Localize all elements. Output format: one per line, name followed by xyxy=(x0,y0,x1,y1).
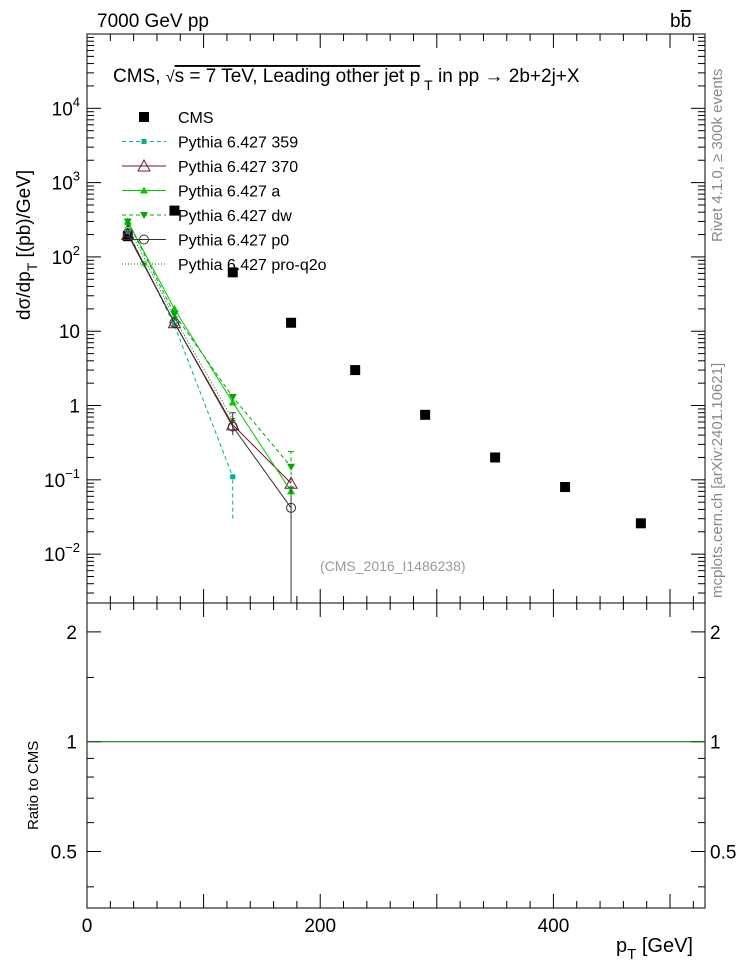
error-bars xyxy=(229,412,295,603)
ratio-y-axis-label: Ratio to CMS xyxy=(25,741,42,830)
x-tick-label: 200 xyxy=(304,916,336,937)
data-point xyxy=(286,317,297,328)
y-tick-label: 10−1 xyxy=(44,466,80,492)
data-point xyxy=(125,228,131,234)
data-point xyxy=(228,394,237,402)
ratio-plot-frame xyxy=(86,602,706,909)
y-tick-label: 104 xyxy=(52,94,80,120)
legend-marker xyxy=(141,139,147,144)
x-tick-label: 400 xyxy=(538,916,570,937)
ratio-tick-label-right: 2 xyxy=(710,623,721,644)
data-point: ✶ xyxy=(170,313,179,325)
y-tick-label: 10 xyxy=(59,322,80,343)
data-point xyxy=(227,267,238,278)
legend-marker xyxy=(139,112,149,122)
data-point xyxy=(420,409,431,420)
analysis-tag: (CMS_2016_I1486238) xyxy=(320,558,466,574)
series-line xyxy=(127,232,292,509)
y-tick-label: 103 xyxy=(52,169,80,195)
data-point xyxy=(350,365,361,376)
series-pythia-6-427-dw xyxy=(123,218,296,471)
legend-label: Pythia 6.427 pro-q2o xyxy=(178,257,327,274)
ratio-tick-label-left: 0.5 xyxy=(51,842,77,863)
series-line xyxy=(127,231,234,477)
data-point xyxy=(228,398,237,406)
y-tick-label: 102 xyxy=(52,243,80,269)
series-line xyxy=(127,221,292,468)
data-point xyxy=(170,311,179,319)
ratio-tick-label-right: 0.5 xyxy=(710,842,736,863)
ratio-tick-label-left: 2 xyxy=(66,623,77,644)
ratio-tick-label-left: 1 xyxy=(66,733,77,754)
data-point xyxy=(169,205,180,216)
x-axis-ticks: 0 200 400 xyxy=(82,34,694,937)
legend-label: Pythia 6.427 p0 xyxy=(178,233,289,250)
data-point xyxy=(490,452,501,463)
ratio-tick-label-right: 1 xyxy=(710,733,721,754)
y-axis-label: dσ/dpT [(pb)/GeV] xyxy=(14,170,40,320)
header-left: 7000 GeV pp xyxy=(97,11,209,32)
ratio-axis-ticks: 2 2 1 1 0.5 0.5 xyxy=(51,623,736,888)
legend: CMS Pythia 6.427 359 Pythia 6.427 370 Pythi… xyxy=(122,110,327,274)
data-point xyxy=(169,317,180,328)
legend-marker: ✶ xyxy=(139,259,148,271)
legend-marker xyxy=(140,186,148,194)
y-tick-label: 1 xyxy=(69,397,80,418)
data-point xyxy=(171,322,177,328)
data-series: ✶ ✶ ✶ xyxy=(87,205,705,743)
legend-marker xyxy=(139,234,149,245)
x-tick-label: 0 xyxy=(82,916,93,937)
mcplots-label: mcplots.cern.ch [arXiv:2401.10621] xyxy=(709,363,726,598)
header-right: bb xyxy=(670,11,691,32)
y-tick-label: 10−2 xyxy=(44,540,80,566)
legend-label: Pythia 6.427 359 xyxy=(178,135,298,152)
data-point xyxy=(170,304,179,312)
x-axis-label: pT [GeV] xyxy=(616,935,693,963)
data-point xyxy=(635,518,646,529)
legend-marker xyxy=(137,158,151,172)
series-cms xyxy=(122,205,646,529)
legend-label: CMS xyxy=(178,110,214,127)
series-pythia-6-427-pro-q2o: ✶ ✶ ✶ xyxy=(123,221,237,426)
data-point: ✶ xyxy=(123,221,132,233)
data-point xyxy=(122,231,133,242)
rivet-label: Rivet 4.1.0, ≥ 300k events xyxy=(709,69,726,242)
legend-label: Pythia 6.427 370 xyxy=(178,159,298,176)
legend-label: Pythia 6.427 dw xyxy=(178,208,292,225)
data-point xyxy=(560,482,571,493)
legend-label: Pythia 6.427 a xyxy=(178,184,280,201)
legend-marker xyxy=(140,212,148,219)
data-point xyxy=(123,218,132,226)
data-point xyxy=(122,227,133,238)
